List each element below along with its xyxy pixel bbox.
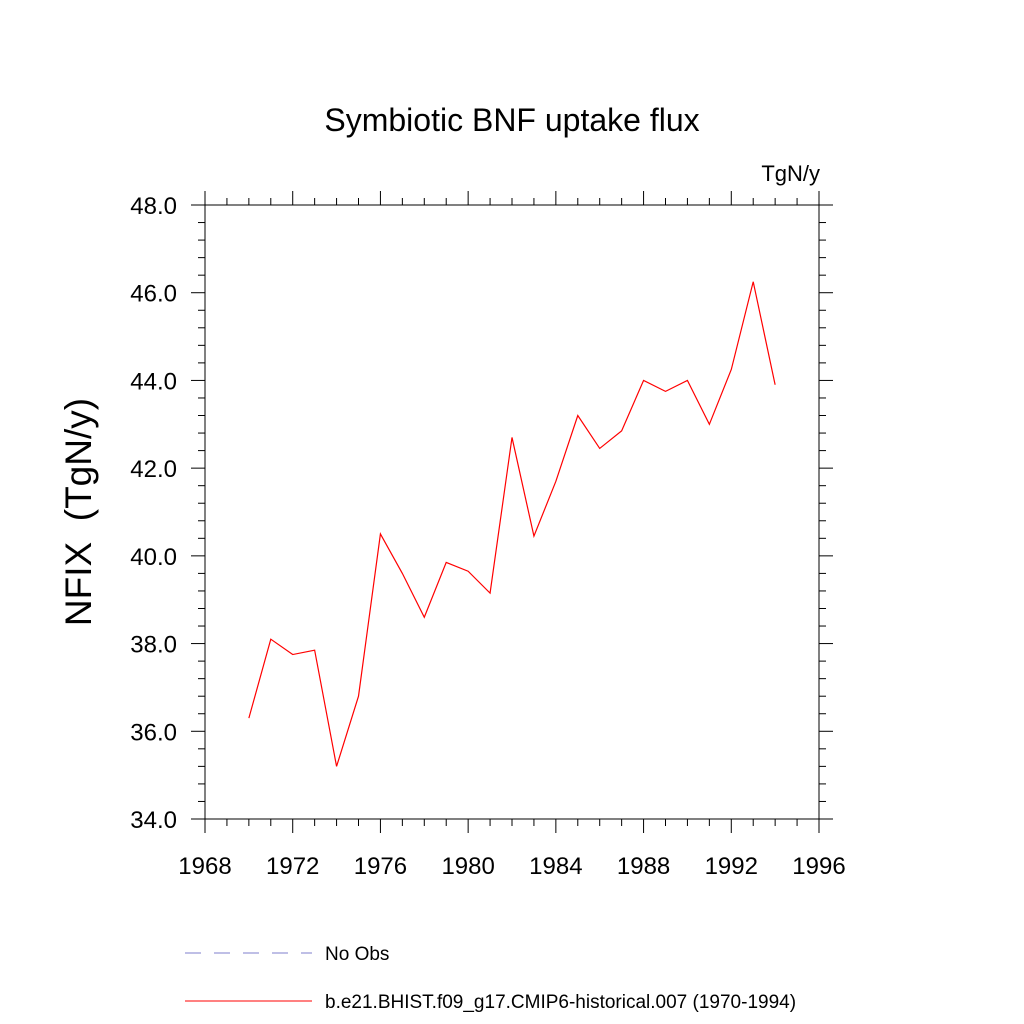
series-line-0 (248, 281, 776, 767)
y-tick-label: 38.0 (130, 632, 177, 659)
y-axis-label: NFIX (TgN/y) (58, 398, 99, 626)
legend: No Obs b.e21.BHIST.f09_g17.CMIP6-historic… (185, 944, 796, 1013)
x-tick-label: 1988 (617, 853, 670, 880)
y-tick-label: 44.0 (130, 368, 177, 395)
x-tick-label: 1992 (705, 853, 758, 880)
x-tick-label: 1980 (441, 853, 494, 880)
chart-title: Symbiotic BNF uptake flux (324, 102, 699, 138)
y-tick-label: 40.0 (130, 544, 177, 571)
x-tick-label: 1976 (354, 853, 407, 880)
series-layer (248, 281, 776, 767)
y-tick-label: 34.0 (130, 807, 177, 834)
x-tick-label: 1972 (266, 853, 319, 880)
x-tick-label: 1996 (792, 853, 845, 880)
plot-frame (204, 204, 820, 820)
legend-label-0: No Obs (325, 944, 389, 965)
units-label: TgN/y (761, 161, 820, 186)
axis-ticks: 1968 1972 1976 1980 1984 1988 1992 1996 34.0 36.0… (130, 191, 846, 880)
x-tick-label: 1968 (178, 853, 231, 880)
y-tick-label: 46.0 (130, 281, 177, 308)
legend-label-1: b.e21.BHIST.f09_g17.CMIP6-historical.007… (325, 992, 796, 1013)
y-tick-label: 42.0 (130, 456, 177, 483)
y-tick-label: 36.0 (130, 719, 177, 746)
y-tick-label: 48.0 (130, 193, 177, 220)
x-tick-label: 1984 (529, 853, 582, 880)
